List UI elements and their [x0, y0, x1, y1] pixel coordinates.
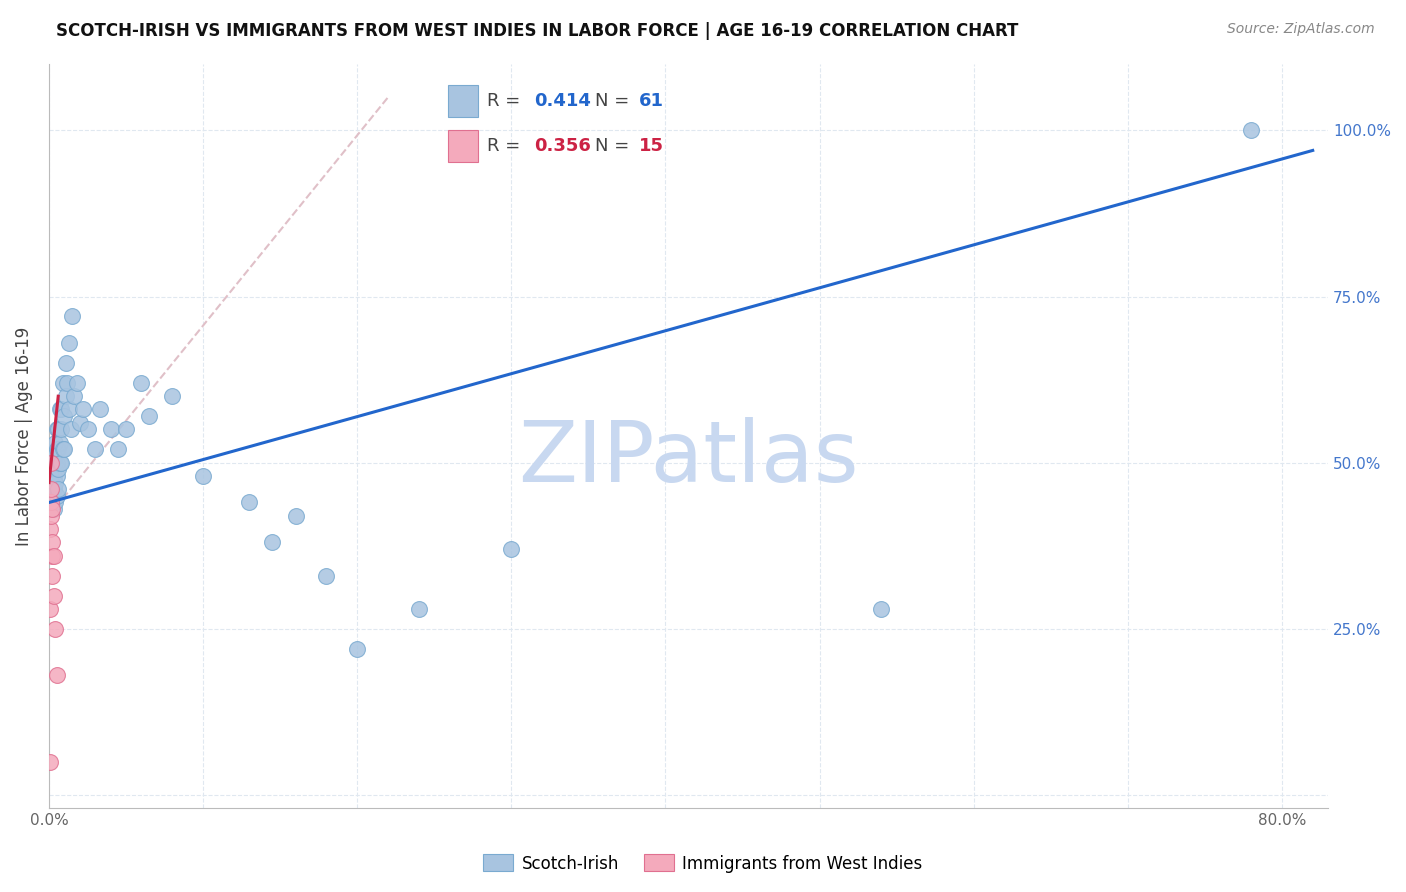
Point	[45, 668, 67, 682]
Point	[72, 402, 94, 417]
Point	[45, 489, 67, 503]
Point	[69, 416, 91, 430]
Y-axis label: In Labor Force | Age 16-19: In Labor Force | Age 16-19	[15, 326, 32, 546]
Point	[107, 442, 129, 457]
Point	[46, 422, 69, 436]
Point	[42, 589, 65, 603]
Point	[89, 402, 111, 417]
Point	[46, 442, 69, 457]
Point	[44, 495, 66, 509]
Point	[41, 568, 63, 582]
Point	[66, 376, 89, 390]
Point	[55, 389, 77, 403]
Point	[39, 508, 62, 523]
Point	[44, 622, 66, 636]
Point	[870, 601, 893, 615]
Point	[55, 356, 77, 370]
Point	[41, 456, 63, 470]
Point	[42, 469, 65, 483]
Point	[39, 482, 62, 496]
Point	[45, 469, 67, 483]
Point	[56, 376, 79, 390]
Point	[38, 755, 60, 769]
Point	[45, 442, 67, 457]
Point	[49, 435, 72, 450]
Point	[41, 535, 63, 549]
Point	[39, 456, 62, 470]
Point	[62, 389, 84, 403]
Point	[84, 442, 107, 457]
Point	[39, 482, 62, 496]
Point	[41, 549, 63, 563]
Text: SCOTCH-IRISH VS IMMIGRANTS FROM WEST INDIES IN LABOR FORCE | AGE 16-19 CORRELATI: SCOTCH-IRISH VS IMMIGRANTS FROM WEST IND…	[56, 22, 1018, 40]
Point	[58, 402, 80, 417]
Point	[76, 422, 98, 436]
Point	[45, 422, 67, 436]
Point	[60, 310, 83, 324]
Point	[346, 641, 368, 656]
Point	[52, 376, 75, 390]
Point	[49, 402, 72, 417]
Legend: Scotch-Irish, Immigrants from West Indies: Scotch-Irish, Immigrants from West Indie…	[477, 847, 929, 880]
Point	[53, 442, 76, 457]
Point	[501, 541, 523, 556]
Point	[262, 535, 284, 549]
Point	[138, 409, 160, 424]
Point	[42, 549, 65, 563]
Point	[46, 462, 69, 476]
Point	[191, 469, 214, 483]
Point	[44, 456, 66, 470]
Point	[315, 568, 337, 582]
Point	[115, 422, 138, 436]
Point	[100, 422, 122, 436]
Point	[39, 495, 62, 509]
Point	[284, 508, 307, 523]
Point	[238, 495, 260, 509]
Point	[45, 456, 67, 470]
Point	[41, 495, 63, 509]
Point	[131, 376, 153, 390]
Point	[49, 456, 72, 470]
Point	[46, 482, 69, 496]
Point	[58, 336, 80, 351]
Point	[59, 422, 82, 436]
Point	[52, 442, 75, 457]
Text: Source: ZipAtlas.com: Source: ZipAtlas.com	[1227, 22, 1375, 37]
Point	[38, 601, 60, 615]
Point	[1240, 123, 1263, 137]
Point	[42, 502, 65, 516]
Point	[42, 482, 65, 496]
Point	[53, 409, 76, 424]
Point	[42, 449, 65, 463]
Point	[51, 402, 73, 417]
Point	[44, 435, 66, 450]
Point	[408, 601, 430, 615]
Point	[162, 389, 184, 403]
Text: ZIPatlas: ZIPatlas	[519, 417, 859, 500]
Point	[39, 469, 62, 483]
Point	[41, 502, 63, 516]
Point	[51, 422, 73, 436]
Point	[51, 456, 73, 470]
Point	[38, 522, 60, 536]
Point	[44, 475, 66, 490]
